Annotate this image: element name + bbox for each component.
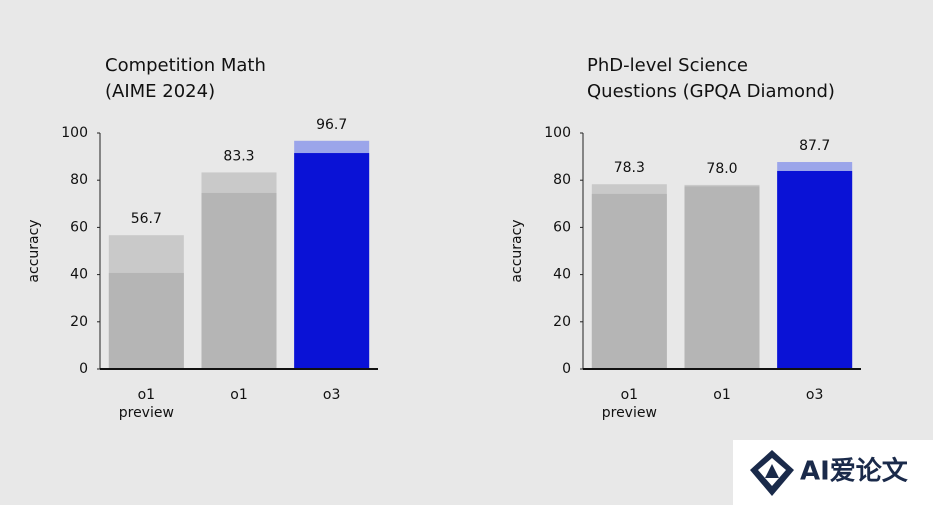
chart-title: Competition Math bbox=[105, 55, 266, 76]
y-axis-label: accuracy bbox=[26, 219, 42, 282]
y-tick-label: 20 bbox=[553, 314, 571, 330]
x-tick-label: o3 bbox=[323, 387, 340, 403]
y-tick-label: 0 bbox=[79, 361, 88, 377]
y-tick-label: 100 bbox=[61, 125, 88, 141]
y-tick-label: 0 bbox=[562, 361, 571, 377]
x-tick-label: o1 bbox=[230, 387, 247, 403]
x-tick-label: o1 bbox=[713, 387, 730, 403]
chart-title: Questions (GPQA Diamond) bbox=[587, 81, 835, 102]
y-tick-label: 40 bbox=[70, 267, 88, 283]
value-label: 83.3 bbox=[223, 148, 254, 164]
chart-title: PhD-level Science bbox=[587, 55, 748, 76]
value-label: 78.0 bbox=[706, 161, 737, 177]
y-tick-label: 40 bbox=[553, 267, 571, 283]
watermark-text: AI爱论文 bbox=[800, 456, 909, 487]
bar-inner bbox=[591, 193, 667, 369]
x-tick-label: preview bbox=[602, 405, 657, 421]
value-label: 56.7 bbox=[131, 211, 162, 227]
x-tick-label: o1 bbox=[138, 387, 155, 403]
x-tick-label: o3 bbox=[806, 387, 823, 403]
bar-inner bbox=[684, 186, 760, 369]
value-label: 78.3 bbox=[614, 160, 645, 176]
chart-title: (AIME 2024) bbox=[105, 81, 215, 102]
bar-inner bbox=[777, 170, 853, 369]
y-tick-label: 100 bbox=[544, 125, 571, 141]
x-tick-label: o1 bbox=[621, 387, 638, 403]
watermark-logo bbox=[750, 450, 794, 496]
y-tick-label: 80 bbox=[553, 172, 571, 188]
y-tick-label: 20 bbox=[70, 314, 88, 330]
value-label: 87.7 bbox=[799, 138, 830, 154]
y-tick-label: 60 bbox=[70, 219, 88, 235]
bar-inner bbox=[294, 153, 370, 369]
y-tick-label: 80 bbox=[70, 172, 88, 188]
bar-inner bbox=[108, 272, 184, 369]
y-axis-label: accuracy bbox=[509, 219, 525, 282]
value-label: 96.7 bbox=[316, 117, 347, 133]
y-tick-label: 60 bbox=[553, 219, 571, 235]
bar-inner bbox=[201, 192, 277, 369]
x-tick-label: preview bbox=[119, 405, 174, 421]
